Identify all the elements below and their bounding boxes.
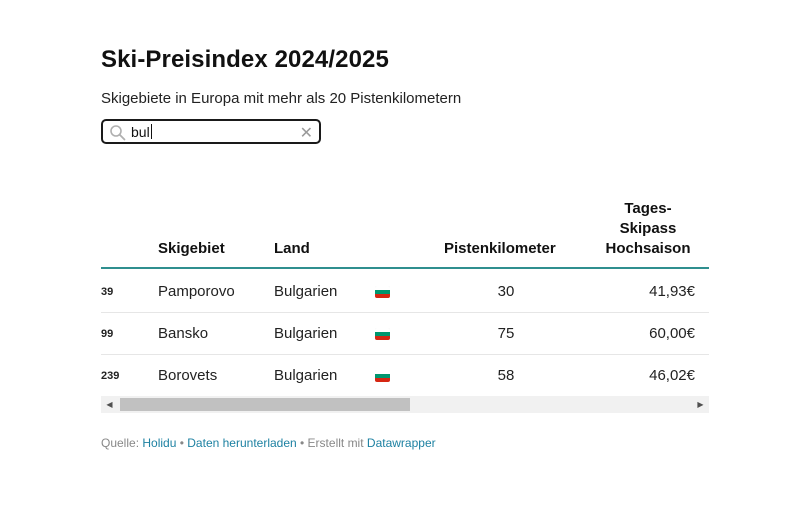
skigebiet-cell: Pamporovo	[158, 283, 235, 300]
bulgaria-flag-icon	[375, 370, 390, 382]
rank-cell: 99	[101, 328, 114, 340]
column-header-skipass-line2: Skipass	[619, 220, 677, 237]
footer: Quelle: Holidu • Daten herunterladen • E…	[101, 436, 436, 450]
bulgaria-flag-icon	[375, 286, 390, 298]
pistenkilometer-cell: 58	[497, 367, 515, 384]
scrollbar-thumb[interactable]	[120, 398, 410, 411]
land-cell: Bulgarien	[274, 325, 338, 342]
search-field[interactable]: bul ✕	[101, 119, 321, 144]
source-label: Quelle:	[101, 436, 143, 450]
price-cell: 60,00€	[649, 325, 695, 342]
column-header-skigebiet[interactable]: Skigebiet	[158, 240, 225, 257]
footer-created-with: • Erstellt mit	[296, 436, 367, 450]
column-header-skipass-line3: Hochsaison	[605, 240, 691, 257]
skigebiet-cell: Borovets	[158, 367, 218, 384]
chart-title: Ski-Preisindex 2024/2025	[101, 46, 389, 73]
chart-subtitle: Skigebiete in Europa mit mehr als 20 Pis…	[101, 90, 462, 107]
scroll-left-icon[interactable]: ◀	[106, 400, 113, 409]
column-header-pistenkilometer[interactable]: Pistenkilometer	[444, 240, 556, 257]
pistenkilometer-cell: 75	[497, 325, 515, 342]
table-row: 39 Pamporovo Bulgarien 30 41,93€	[101, 270, 709, 313]
text-caret	[150, 124, 152, 139]
price-cell: 41,93€	[649, 283, 695, 300]
datawrapper-link[interactable]: Datawrapper	[366, 436, 436, 450]
rank-cell: 39	[101, 286, 114, 298]
download-data-link[interactable]: Daten herunterladen	[187, 436, 297, 450]
bulgaria-flag-icon	[375, 328, 390, 340]
rank-cell: 239	[101, 370, 120, 382]
skigebiet-cell: Bansko	[158, 325, 209, 342]
land-cell: Bulgarien	[274, 283, 338, 300]
table-row: 99 Bansko Bulgarien 75 60,00€	[101, 312, 709, 355]
scroll-right-icon[interactable]: ▶	[697, 400, 704, 409]
search-input[interactable]: bul	[131, 124, 152, 140]
price-cell: 46,02€	[649, 367, 695, 384]
search-icon	[110, 125, 126, 141]
horizontal-scrollbar[interactable]: ◀ ▶	[101, 396, 709, 413]
column-header-land[interactable]: Land	[274, 240, 310, 257]
footer-separator: •	[176, 436, 188, 450]
column-header-skipass[interactable]: Tages- Skipass Hochsaison	[598, 199, 698, 259]
column-header-skipass-line1: Tages-	[624, 200, 672, 217]
pistenkilometer-cell: 30	[497, 283, 515, 300]
source-link[interactable]: Holidu	[142, 436, 177, 450]
close-icon[interactable]: ✕	[299, 125, 313, 142]
header-divider	[101, 267, 709, 269]
land-cell: Bulgarien	[274, 367, 338, 384]
table-row: 239 Borovets Bulgarien 58 46,02€	[101, 354, 709, 397]
